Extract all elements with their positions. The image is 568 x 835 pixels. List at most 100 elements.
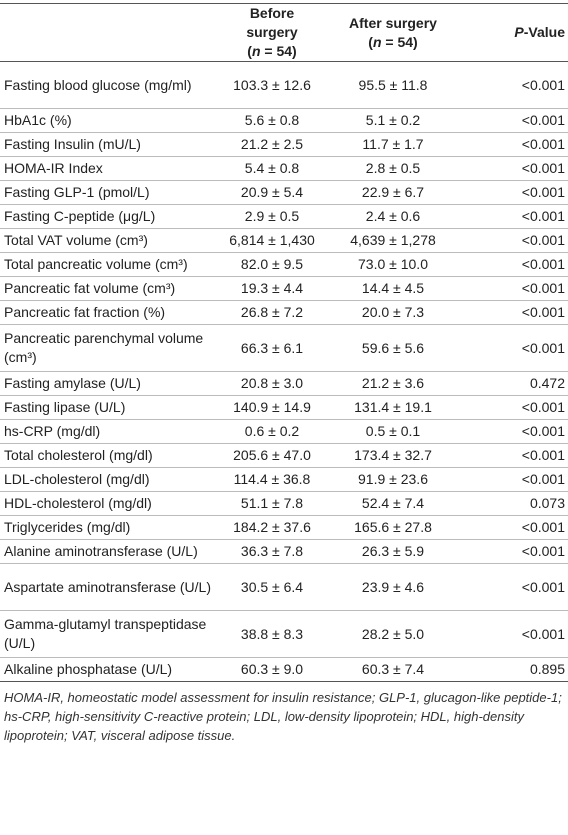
- column-header: After surgery (n = 54): [322, 4, 464, 62]
- row-label: Fasting blood glucose (mg/ml): [4, 76, 192, 93]
- row-label: Aspartate aminotransferase (U/L): [4, 578, 211, 595]
- after-value: 59.6 ± 5.6: [361, 339, 425, 356]
- row-label: Fasting Insulin (mU/L): [4, 136, 141, 152]
- before-value: 140.9 ± 14.9: [233, 399, 311, 415]
- row-label: Gamma-glutamyl transpeptidase (U/L): [4, 616, 207, 651]
- table-row: Fasting Insulin (mU/L) 21.2 ± 2.5 11.7 ± 1…: [0, 133, 568, 157]
- before-value: 5.6 ± 0.8: [244, 112, 300, 128]
- row-label: Total pancreatic volume (cm³): [4, 256, 188, 272]
- after-value: 28.2 ± 5.0: [361, 625, 425, 642]
- table-row: Fasting blood glucose (mg/ml) 103.3 ± 12.…: [0, 62, 568, 109]
- table-row: Total cholesterol (mg/dl) 205.6 ± 47.0 173…: [0, 444, 568, 468]
- column-header: Before surgery (n = 54): [222, 4, 322, 62]
- header-text: -Value: [523, 24, 565, 40]
- p-value: <0.001: [521, 136, 565, 152]
- after-value: 5.1 ± 0.2: [365, 112, 421, 128]
- before-value: 60.3 ± 9.0: [240, 661, 304, 677]
- after-value: 21.2 ± 3.6: [361, 375, 425, 391]
- before-value: 6,814 ± 1,430: [229, 232, 315, 248]
- after-value: 73.0 ± 10.0: [358, 256, 428, 272]
- table-row: Fasting C-peptide (μg/L) 2.9 ± 0.5 2.4 ± 0…: [0, 205, 568, 229]
- p-value: <0.001: [521, 232, 565, 248]
- row-label: Alkaline phosphatase (U/L): [4, 661, 173, 677]
- row-label: Alanine aminotransferase (U/L): [4, 543, 198, 559]
- after-value: 11.7 ± 1.7: [362, 136, 424, 152]
- table-header: Before surgery (n = 54) After surgery (n = …: [0, 3, 568, 62]
- before-value: 66.3 ± 6.1: [240, 339, 304, 356]
- footnote: HOMA-IR, homeostatic model assessment fo…: [4, 690, 562, 743]
- table-row: Fasting GLP-1 (pmol/L) 20.9 ± 5.4 22.9 ± 6…: [0, 181, 568, 205]
- after-value: 0.5 ± 0.1: [365, 423, 421, 439]
- table-row: Triglycerides (mg/dl) 184.2 ± 37.6 165.6 ±…: [0, 516, 568, 540]
- p-value: <0.001: [521, 543, 565, 559]
- before-value: 114.4 ± 36.8: [233, 471, 311, 487]
- table-row: HOMA-IR Index 5.4 ± 0.8 2.8 ± 0.5 <0.001: [0, 157, 568, 181]
- after-value: 14.4 ± 4.5: [361, 280, 425, 296]
- header-subtext: (: [247, 43, 252, 59]
- before-value: 103.3 ± 12.6: [233, 76, 311, 93]
- p-value: 0.895: [529, 661, 565, 677]
- table-row: Total pancreatic volume (cm³) 82.0 ± 9.5 7…: [0, 253, 568, 277]
- before-value: 205.6 ± 47.0: [233, 447, 311, 463]
- before-value: 30.5 ± 6.4: [240, 578, 304, 595]
- row-label: Total VAT volume (cm³): [4, 232, 148, 248]
- header-subtext: n: [372, 33, 382, 50]
- before-value: 51.1 ± 7.8: [240, 495, 304, 511]
- table-row: LDL-cholesterol (mg/dl) 114.4 ± 36.8 91.9 …: [0, 468, 568, 492]
- after-value: 131.4 ± 19.1: [354, 399, 432, 415]
- after-value: 60.3 ± 7.4: [361, 661, 425, 677]
- row-label: Triglycerides (mg/dl): [4, 519, 131, 535]
- before-value: 20.8 ± 3.0: [240, 375, 304, 391]
- table-row: Fasting amylase (U/L) 20.8 ± 3.0 21.2 ± 3.…: [0, 372, 568, 396]
- row-label: HbA1c (%): [4, 112, 72, 128]
- header-text: After surgery: [349, 14, 437, 31]
- row-label: Fasting amylase (U/L): [4, 375, 141, 391]
- before-value: 82.0 ± 9.5: [240, 256, 304, 272]
- before-value: 38.8 ± 8.3: [240, 625, 304, 642]
- p-value: <0.001: [521, 578, 565, 595]
- table-body: Fasting blood glucose (mg/ml) 103.3 ± 12.…: [0, 62, 568, 682]
- header-text: Before surgery: [246, 5, 298, 40]
- header-text: P: [514, 24, 524, 40]
- before-value: 184.2 ± 37.6: [233, 519, 311, 535]
- row-label: HDL-cholesterol (mg/dl): [4, 495, 152, 511]
- after-value: 95.5 ± 11.8: [358, 76, 428, 93]
- p-value: <0.001: [521, 519, 565, 535]
- p-value: <0.001: [521, 112, 565, 128]
- p-value: <0.001: [521, 625, 565, 642]
- table-row: Pancreatic parenchymal volume (cm³) 66.3 …: [0, 325, 568, 372]
- p-value: <0.001: [521, 256, 565, 272]
- table-row: Alanine aminotransferase (U/L) 36.3 ± 7.8…: [0, 540, 568, 564]
- page: Before surgery (n = 54) After surgery (n = …: [0, 3, 568, 835]
- row-label: Pancreatic fat volume (cm³): [4, 280, 176, 296]
- p-value: <0.001: [521, 304, 565, 320]
- table-row: Fasting lipase (U/L) 140.9 ± 14.9 131.4 ± …: [0, 396, 568, 420]
- after-value: 23.9 ± 4.6: [361, 578, 425, 595]
- row-label: Fasting C-peptide (μg/L): [4, 208, 156, 224]
- p-value: <0.001: [521, 280, 565, 296]
- before-value: 36.3 ± 7.8: [240, 543, 304, 559]
- header-empty: [0, 4, 222, 62]
- row-label: HOMA-IR Index: [4, 160, 103, 176]
- after-value: 22.9 ± 6.7: [361, 184, 425, 200]
- header-row: Before surgery (n = 54) After surgery (n = …: [0, 3, 568, 62]
- p-value: <0.001: [521, 447, 565, 463]
- after-value: 2.8 ± 0.5: [365, 160, 421, 176]
- before-value: 2.9 ± 0.5: [244, 208, 300, 224]
- after-value: 26.3 ± 5.9: [361, 543, 425, 559]
- before-value: 19.3 ± 4.4: [240, 280, 304, 296]
- row-label: Pancreatic fat fraction (%): [4, 304, 166, 320]
- row-label: Pancreatic parenchymal volume (cm³): [4, 330, 204, 365]
- p-value: <0.001: [521, 471, 565, 487]
- after-value: 165.6 ± 27.8: [354, 519, 432, 535]
- p-value: <0.001: [521, 208, 565, 224]
- table-row: HbA1c (%) 5.6 ± 0.8 5.1 ± 0.2 <0.001: [0, 109, 568, 133]
- after-value: 20.0 ± 7.3: [361, 304, 425, 320]
- p-value: <0.001: [521, 184, 565, 200]
- table-row: Alkaline phosphatase (U/L) 60.3 ± 9.0 60.3…: [0, 658, 568, 682]
- table-row: Pancreatic fat fraction (%) 26.8 ± 7.2 20.…: [0, 301, 568, 325]
- table-row: Gamma-glutamyl transpeptidase (U/L) 38.8 …: [0, 611, 568, 658]
- after-value: 91.9 ± 23.6: [358, 471, 428, 487]
- table-row: HDL-cholesterol (mg/dl) 51.1 ± 7.8 52.4 ± …: [0, 492, 568, 516]
- after-value: 2.4 ± 0.6: [365, 208, 421, 224]
